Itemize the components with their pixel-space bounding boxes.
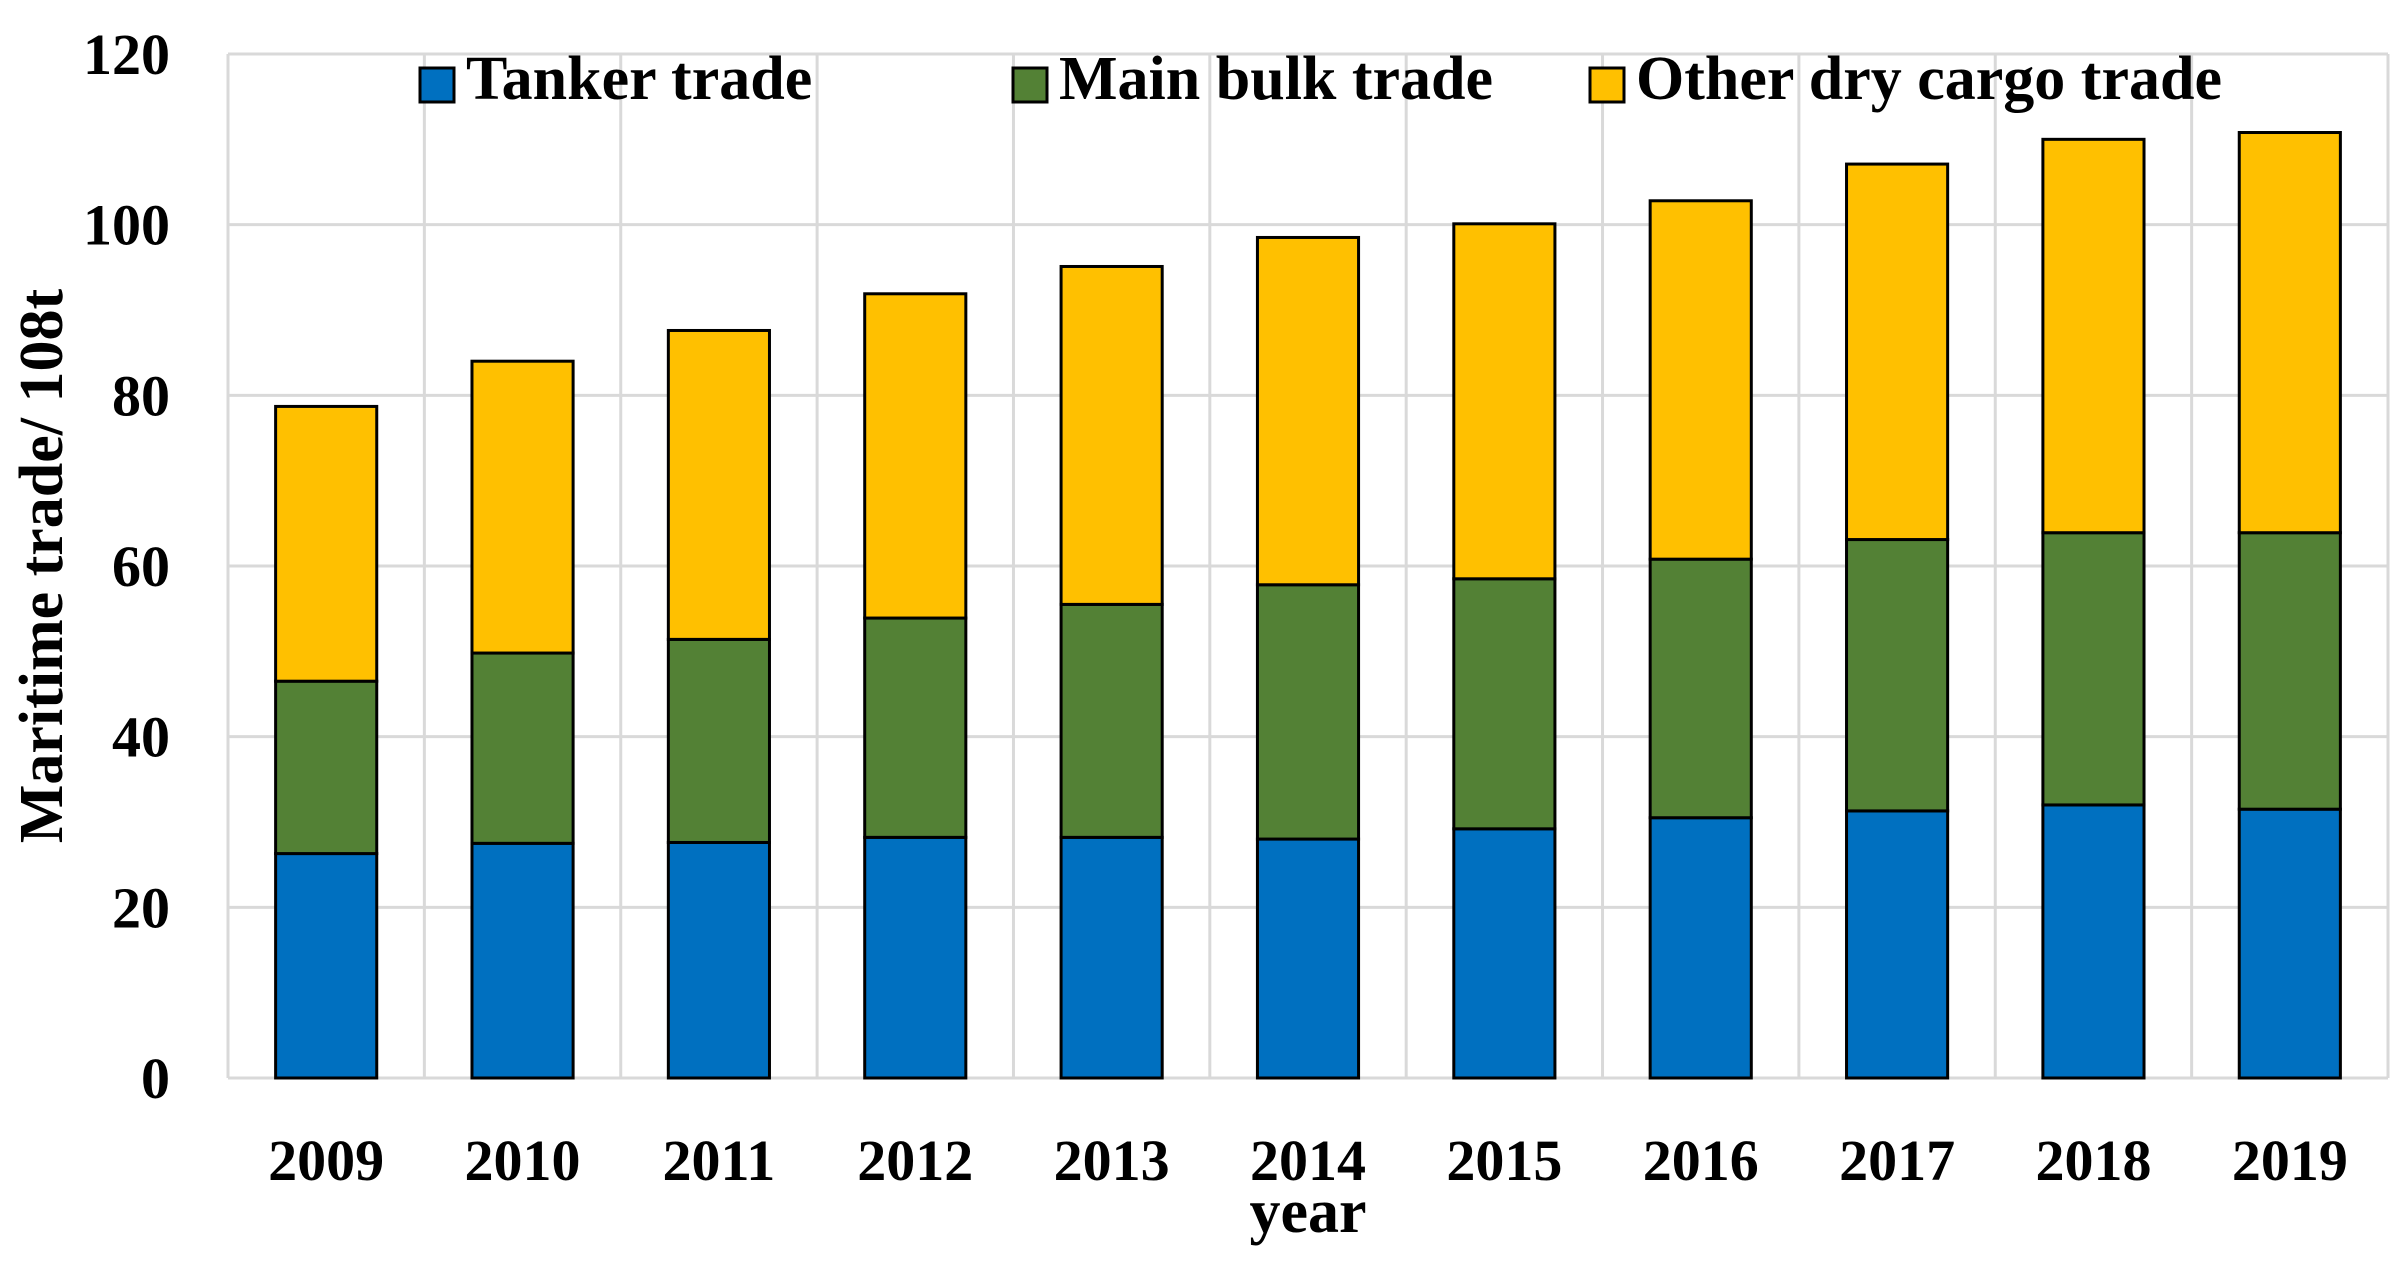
legend-label-main-bulk-trade: Main bulk trade — [1059, 45, 1493, 113]
bar-main-bulk-trade-2013 — [1059, 602, 1164, 839]
bar-other-dry-cargo-trade-2010 — [470, 359, 575, 655]
x-tick-label-2012: 2012 — [857, 1128, 973, 1193]
bar-other-dry-cargo-trade-2018 — [2041, 137, 2146, 535]
x-tick-label-2013: 2013 — [1054, 1128, 1170, 1193]
bar-tanker-trade-2012 — [863, 835, 968, 1080]
legend-swatch-tanker-trade — [418, 66, 456, 104]
legend-label-other-dry-cargo-trade: Other dry cargo trade — [1636, 45, 2222, 113]
y-tick-label-0: 0 — [141, 1046, 170, 1111]
bar-tanker-trade-2019 — [2237, 807, 2342, 1080]
bar-tanker-trade-2016 — [1648, 816, 1753, 1080]
bar-main-bulk-trade-2014 — [1255, 583, 1361, 841]
x-tick-label-2011: 2011 — [663, 1128, 776, 1193]
bar-other-dry-cargo-trade-2014 — [1255, 235, 1361, 587]
y-tick-label-5: 100 — [83, 193, 170, 258]
bar-other-dry-cargo-trade-2019 — [2237, 131, 2342, 535]
y-axis-title: Maritime trade/ 108t — [8, 288, 76, 843]
bar-other-dry-cargo-trade-2013 — [1059, 264, 1164, 606]
x-tick-label-2019: 2019 — [2232, 1128, 2348, 1193]
bar-other-dry-cargo-trade-2016 — [1648, 199, 1753, 561]
x-axis-ticks: 2009 2010 2011 2012 2013 2014 2015 2016 2017 2018… — [268, 1128, 2348, 1193]
bar-main-bulk-trade-2017 — [1845, 538, 1950, 813]
bar-other-dry-cargo-trade-2015 — [1452, 222, 1557, 581]
bar-other-dry-cargo-trade-2009 — [274, 404, 379, 683]
bar-main-bulk-trade-2009 — [274, 679, 379, 856]
y-tick-label-6: 120 — [83, 22, 170, 87]
x-tick-label-2010: 2010 — [465, 1128, 581, 1193]
bar-tanker-trade-2009 — [274, 852, 379, 1080]
x-tick-label-2017: 2017 — [1839, 1128, 1955, 1193]
bar-tanker-trade-2010 — [470, 841, 575, 1080]
y-tick-label-1: 20 — [112, 875, 170, 940]
x-tick-label-2009: 2009 — [268, 1128, 384, 1193]
x-tick-label-2015: 2015 — [1446, 1128, 1562, 1193]
bar-main-bulk-trade-2019 — [2237, 531, 2342, 811]
x-axis-title: year — [1249, 1178, 1366, 1246]
legend-label-tanker-trade: Tanker trade — [466, 45, 812, 113]
bar-main-bulk-trade-2015 — [1452, 577, 1557, 831]
bars — [274, 131, 2342, 1080]
bar-tanker-trade-2018 — [2041, 803, 2146, 1080]
bar-other-dry-cargo-trade-2017 — [1845, 162, 1950, 542]
x-tick-label-2016: 2016 — [1643, 1128, 1759, 1193]
bar-main-bulk-trade-2011 — [666, 637, 771, 844]
bar-main-bulk-trade-2010 — [470, 651, 575, 845]
legend-swatch-main-bulk-trade — [1011, 66, 1049, 104]
bar-other-dry-cargo-trade-2012 — [863, 292, 968, 620]
legend-swatch-other-dry-cargo-trade — [1588, 66, 1626, 104]
y-tick-label-2: 40 — [112, 705, 170, 770]
bar-other-dry-cargo-trade-2011 — [666, 328, 771, 641]
y-axis-ticks: 0 20 40 60 80 100 120 — [83, 22, 170, 1111]
bar-tanker-trade-2011 — [666, 840, 771, 1080]
bar-main-bulk-trade-2016 — [1648, 557, 1753, 820]
y-tick-label-4: 80 — [112, 363, 170, 428]
x-tick-label-2018: 2018 — [2035, 1128, 2151, 1193]
bar-tanker-trade-2013 — [1059, 835, 1164, 1080]
bar-main-bulk-trade-2018 — [2041, 531, 2146, 807]
bar-main-bulk-trade-2012 — [863, 616, 968, 839]
bar-tanker-trade-2017 — [1845, 809, 1950, 1080]
x-tick-label-2014: 2014 — [1250, 1128, 1366, 1193]
bar-tanker-trade-2015 — [1452, 827, 1557, 1080]
legend: Tanker trade Main bulk trade Other dry car… — [418, 45, 2222, 113]
bar-tanker-trade-2014 — [1255, 837, 1361, 1080]
y-tick-label-3: 60 — [112, 534, 170, 599]
